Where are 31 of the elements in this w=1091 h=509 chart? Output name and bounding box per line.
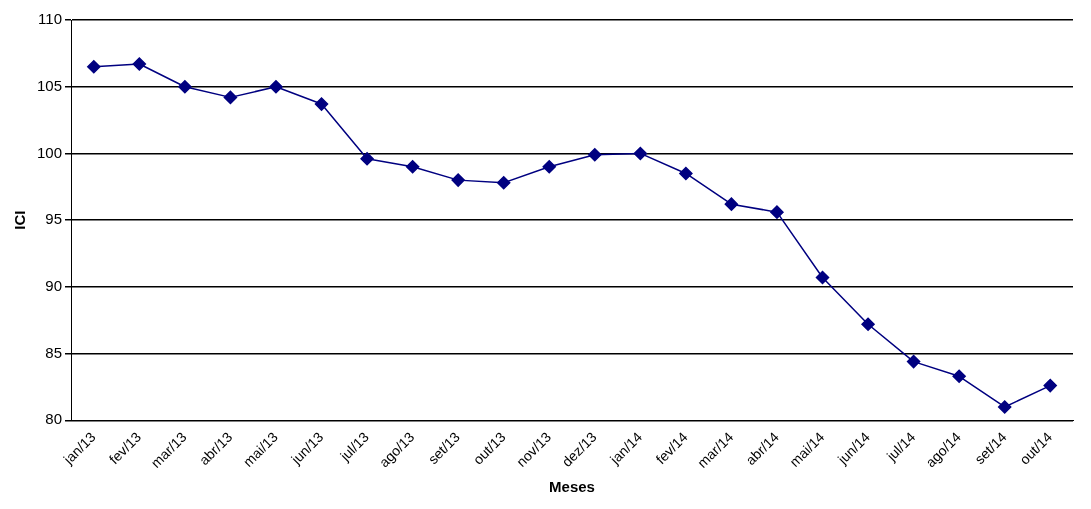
point — [633, 146, 648, 161]
point — [223, 90, 238, 105]
point — [178, 79, 192, 94]
y-tick-label: 90 — [45, 277, 63, 295]
point — [496, 176, 511, 190]
point — [542, 160, 556, 174]
x-axis-title: Meses — [549, 478, 595, 496]
point — [360, 152, 374, 166]
point — [724, 197, 739, 211]
point — [314, 97, 329, 111]
point — [906, 354, 921, 369]
point — [861, 317, 875, 331]
point — [451, 173, 465, 187]
point — [588, 148, 602, 162]
y-tick-label: 85 — [45, 343, 63, 361]
point — [1043, 378, 1057, 393]
point — [997, 400, 1012, 414]
point — [815, 270, 830, 285]
y-tick-label: 95 — [45, 210, 63, 228]
point — [132, 57, 147, 71]
y-tick-label: 80 — [45, 410, 63, 428]
point — [87, 59, 101, 74]
y-tick-label: 110 — [38, 10, 63, 28]
point — [679, 166, 693, 181]
point — [269, 79, 283, 94]
point — [952, 369, 966, 384]
y-axis-title: ICI — [11, 210, 29, 230]
y-tick-label: 100 — [37, 143, 63, 161]
point — [770, 205, 784, 219]
point — [405, 160, 420, 174]
y-tick-label: 105 — [37, 76, 63, 94]
